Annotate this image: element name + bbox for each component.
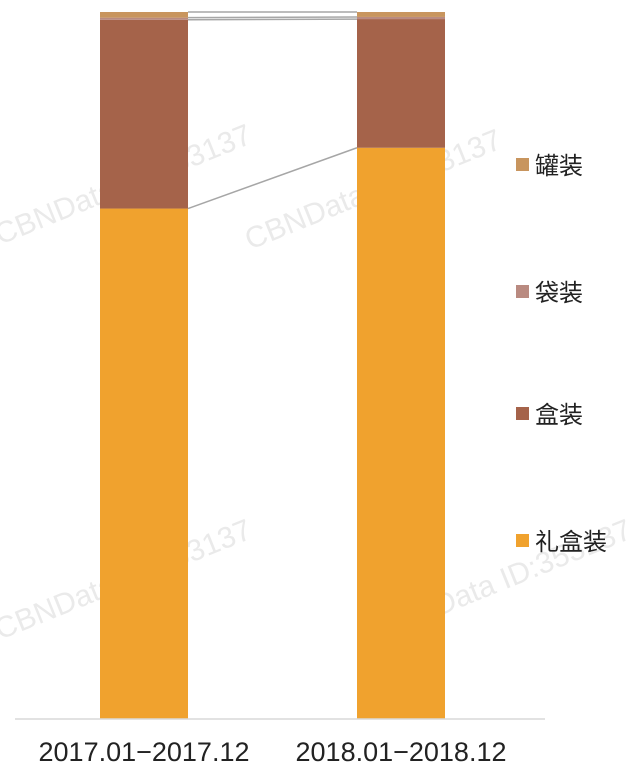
bar-1-series-2: [100, 19, 188, 209]
bar-2-series-3: [357, 16, 445, 20]
connector-line-3: [187, 16, 358, 19]
bar-2-series-2: [357, 19, 445, 148]
legend-swatch: [516, 158, 529, 171]
legend-label: 礼盒装: [535, 528, 607, 556]
legend-swatch: [516, 534, 529, 547]
legend-swatch: [516, 285, 529, 298]
bar-1-series-4: [100, 12, 188, 18]
legend-swatch: [516, 407, 529, 420]
bar-2-series-1: [357, 147, 445, 719]
bars: [100, 12, 445, 719]
legend-label: 袋装: [535, 279, 583, 307]
connector-line-1: [187, 147, 358, 210]
x-tick-labels: 2017.01−2017.12 2018.01−2018.12: [39, 737, 507, 767]
connector-lines: [187, 11, 358, 210]
x-tick-label: 2018.01−2018.12: [296, 737, 507, 767]
bar-1-series-3: [100, 17, 188, 20]
connector-line-2: [187, 18, 358, 21]
legend-label: 罐装: [535, 152, 583, 180]
legend-label: 盒装: [535, 401, 583, 429]
x-tick-label: 2017.01−2017.12: [39, 737, 250, 767]
bar-2-series-4: [357, 12, 445, 17]
watermarks: CBNData ID:353137CBNData ID:353137CBNDat…: [0, 118, 634, 646]
bar-1-series-1: [100, 208, 188, 719]
